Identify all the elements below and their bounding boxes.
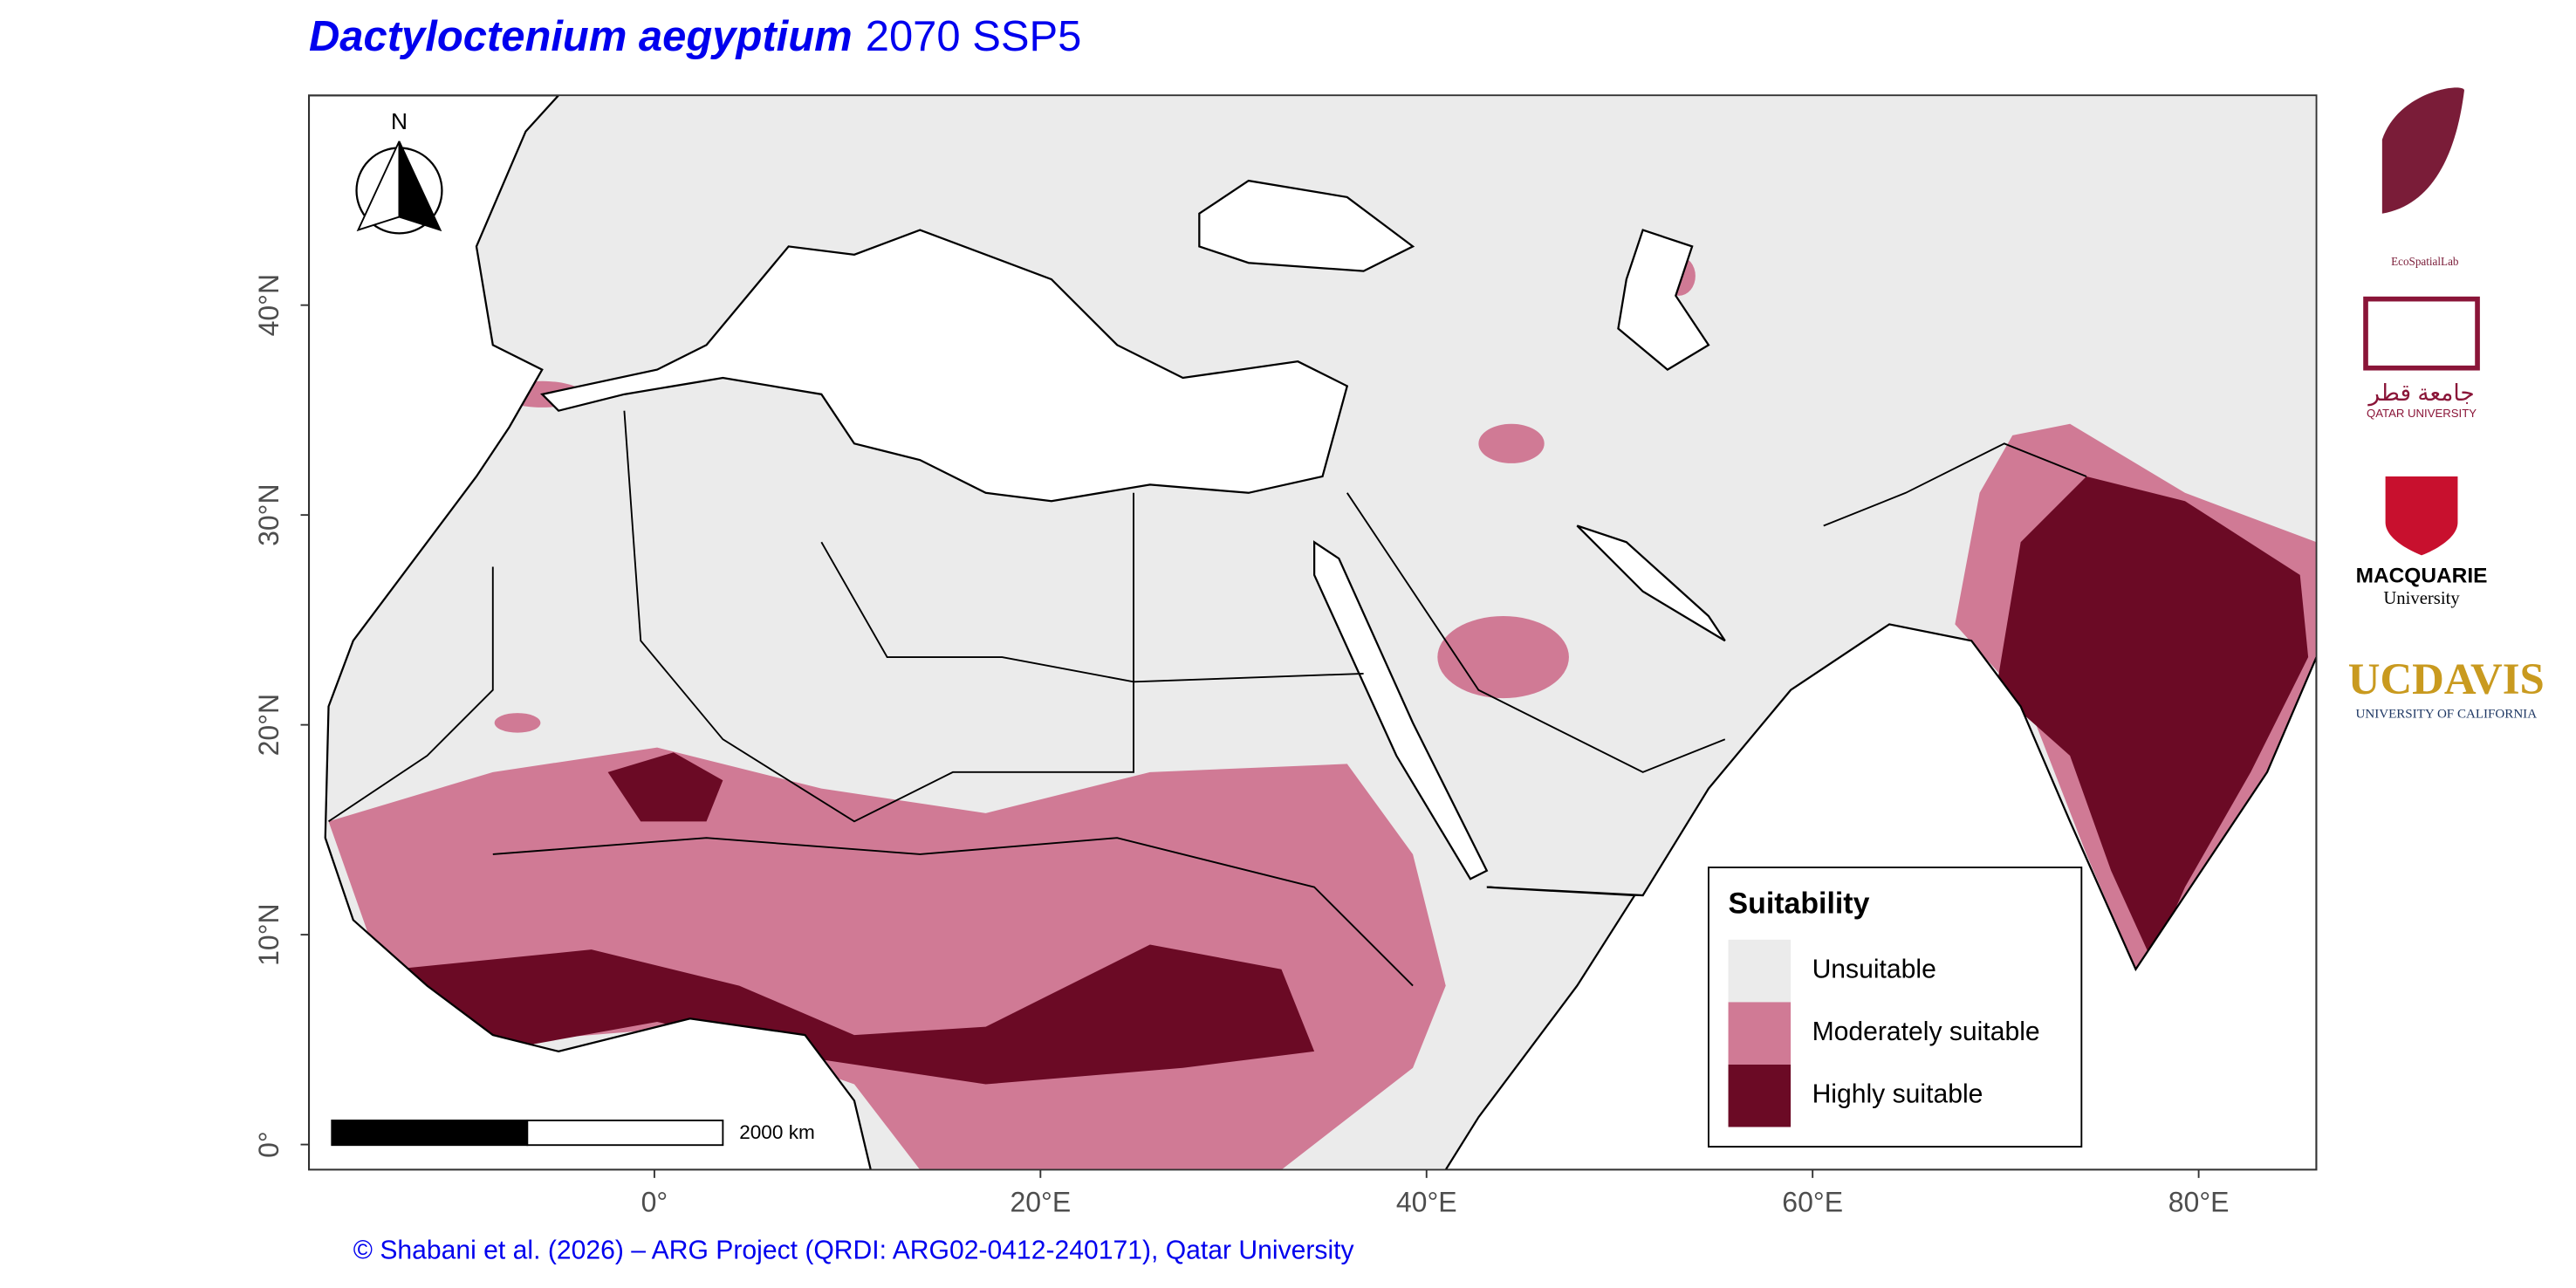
legend-title: Suitability bbox=[1729, 887, 1870, 920]
border bbox=[492, 837, 1414, 987]
borders bbox=[328, 410, 2087, 987]
legend-swatch bbox=[1728, 939, 1792, 1003]
black-sea bbox=[1198, 179, 1415, 272]
ecospatial-logo bbox=[2381, 87, 2464, 214]
x-tick-label: 40°E bbox=[1396, 1186, 1457, 1217]
qu-arabic: جامعة قطر bbox=[2367, 380, 2474, 407]
macquarie-sub: University bbox=[2383, 589, 2460, 608]
map-area bbox=[308, 95, 2317, 1170]
x-tick-label: 20°E bbox=[1010, 1186, 1071, 1217]
macquarie-logo bbox=[2385, 476, 2458, 556]
ucdavis-text: UCDAVIS bbox=[2348, 654, 2545, 703]
border bbox=[328, 566, 494, 823]
credit: © Shabani et al. (2026) – ARG Project (Q… bbox=[353, 1237, 1354, 1265]
x-tick-label: 60°E bbox=[1782, 1186, 1843, 1217]
scale-bar-dark bbox=[331, 1120, 529, 1147]
border bbox=[1823, 442, 2087, 527]
axes: 0° 20°E 40°E 60°E 80°E 0° 10°N 20°N 30°N 40°N bbox=[253, 274, 2229, 1218]
north-arrow: N bbox=[355, 108, 443, 235]
border bbox=[820, 541, 1364, 683]
title-species: Dactyloctenium aegyptium bbox=[309, 13, 853, 60]
scale-bar: 2000 km bbox=[331, 1120, 815, 1147]
legend-swatch bbox=[1728, 1002, 1792, 1065]
macquarie-text: MACQUARIE bbox=[2356, 564, 2488, 587]
y-tick-label: 0° bbox=[253, 1131, 284, 1158]
y-tick-label: 20°N bbox=[253, 694, 284, 757]
guinea-belt bbox=[394, 944, 1315, 1085]
atlantic bbox=[308, 95, 872, 1170]
y-tick-label: 10°N bbox=[253, 903, 284, 966]
legend-swatch bbox=[1728, 1064, 1792, 1127]
map-frame bbox=[307, 94, 2318, 1171]
mali-core bbox=[607, 752, 723, 822]
ucdavis-sub: UNIVERSITY OF CALIFORNIA bbox=[2355, 707, 2537, 721]
title: Dactyloctenium aegyptium 2070 SSP5 bbox=[309, 13, 1081, 60]
caspian bbox=[1617, 229, 1710, 371]
scale-label: 2000 km bbox=[739, 1121, 815, 1143]
y-tick-label: 30°N bbox=[253, 483, 284, 545]
y-tick-label: 40°N bbox=[253, 274, 284, 337]
legend: Suitability Unsuitable Moderately suitabl… bbox=[1708, 867, 2083, 1148]
x-tick-label: 80°E bbox=[2168, 1186, 2230, 1217]
legend-label: Highly suitable bbox=[1812, 1080, 1983, 1109]
persian-gulf bbox=[1576, 524, 1726, 642]
border bbox=[623, 410, 1134, 823]
qu-text: QATAR UNIVERSITY bbox=[2367, 407, 2477, 420]
logos: EcoSpatialLab جامعة قطر QATAR UNIVERSITY… bbox=[2348, 87, 2545, 721]
scale-bar-light bbox=[526, 1120, 724, 1147]
legend-label: Moderately suitable bbox=[1812, 1017, 2040, 1046]
north-label: N bbox=[391, 108, 408, 134]
sahara-patch bbox=[494, 713, 541, 733]
iraq-patch bbox=[1478, 423, 1545, 463]
x-tick-label: 0° bbox=[641, 1186, 668, 1217]
india-core bbox=[1996, 476, 2309, 962]
legend-label: Unsuitable bbox=[1812, 956, 1936, 984]
red-sea bbox=[1312, 540, 1489, 880]
north-arrow-right bbox=[398, 140, 442, 232]
border bbox=[1346, 492, 1726, 773]
ecospatial-text: EcoSpatialLab bbox=[2391, 255, 2459, 268]
qu-logo bbox=[2363, 296, 2480, 371]
title-scenario: 2070 SSP5 bbox=[866, 13, 1082, 60]
mediterranean bbox=[540, 229, 1349, 503]
